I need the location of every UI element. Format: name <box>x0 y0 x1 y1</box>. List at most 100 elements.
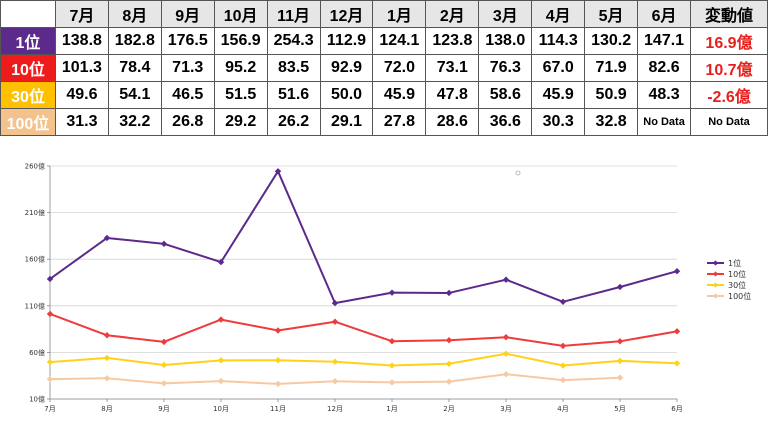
rank-label: 100位 <box>0 108 56 136</box>
value-cell: 45.9 <box>372 81 427 109</box>
value-cell: 101.3 <box>54 54 109 82</box>
y-tick-label: 210億 <box>25 208 45 217</box>
value-cell: 71.9 <box>584 54 639 82</box>
value-cell: 176.5 <box>160 27 215 55</box>
data-point <box>103 332 111 339</box>
y-tick-label: 10億 <box>29 395 45 404</box>
data-point <box>331 299 339 307</box>
x-tick-label: 4月 <box>557 405 568 413</box>
data-point <box>46 375 54 383</box>
month-header: 7月 <box>54 0 109 28</box>
data-point <box>673 360 681 367</box>
data-point <box>103 375 111 382</box>
value-cell: 54.1 <box>107 81 162 109</box>
legend-label: 100位 <box>728 291 751 301</box>
data-point <box>331 318 339 325</box>
y-tick-label: 260億 <box>25 162 45 171</box>
series-line <box>49 312 678 347</box>
x-tick-label: 2月 <box>443 405 454 413</box>
x-axis-labels: 7月 8月 9月 10月 11月 12月 1月 2月 3月 4月 5月 6月 <box>44 405 682 413</box>
value-cell: 147.1 <box>637 27 692 55</box>
chart-series <box>46 168 681 388</box>
value-cell: 76.3 <box>478 54 533 82</box>
x-tick-label: 3月 <box>500 405 511 413</box>
data-point <box>160 240 168 248</box>
value-cell: 46.5 <box>160 81 215 109</box>
ranking-table: 7月 8月 9月 10月 11月 12月 1月 2月 3月 4月 5月 6月 変動値 1位 138.8 18… <box>0 0 768 136</box>
change-header: 変動値 <box>690 0 768 28</box>
y-tick-label: 60億 <box>29 348 45 357</box>
data-point <box>673 328 681 335</box>
legend-label: 30位 <box>728 280 746 290</box>
rank-label: 1位 <box>0 27 56 55</box>
value-cell: 26.8 <box>160 108 215 136</box>
rank-label: 10位 <box>0 54 56 82</box>
y-tick-label: 110億 <box>25 301 45 310</box>
value-cell: 28.6 <box>425 108 480 136</box>
table-header-row: 7月 8月 9月 10月 11月 12月 1月 2月 3月 4月 5月 6月 変動値 <box>0 0 768 28</box>
legend-label: 1位 <box>728 258 741 268</box>
data-point <box>331 358 339 365</box>
value-cell: 27.8 <box>372 108 427 136</box>
data-point <box>274 380 282 388</box>
value-cell: 114.3 <box>531 27 586 55</box>
table-row: 1位 138.8 182.8 176.5 156.9 254.3 112.9 124.1 123… <box>0 27 768 55</box>
value-cell: 92.9 <box>319 54 374 82</box>
data-point <box>673 268 681 275</box>
value-cell: No Data <box>637 108 692 136</box>
data-point <box>502 350 510 357</box>
data-point <box>445 336 453 344</box>
table-row: 100位 31.3 32.2 26.8 29.2 26.2 29.1 27.8 28.6 36.6… <box>0 108 768 136</box>
data-point <box>616 357 624 365</box>
value-cell: 67.0 <box>531 54 586 82</box>
value-cell: 51.6 <box>266 81 321 109</box>
value-cell: 95.2 <box>213 54 268 82</box>
data-point <box>274 327 282 334</box>
data-point <box>217 377 225 385</box>
data-point <box>217 357 225 364</box>
month-header: 8月 <box>107 0 162 28</box>
change-cell: 16.9億 <box>690 27 768 55</box>
value-cell: 50.9 <box>584 81 639 109</box>
value-cell: 32.2 <box>107 108 162 136</box>
month-header: 12月 <box>319 0 374 28</box>
legend-marker <box>712 271 719 277</box>
data-point <box>331 377 339 385</box>
value-cell: 48.3 <box>637 81 692 109</box>
legend-marker <box>712 282 719 288</box>
value-cell: 182.8 <box>107 27 162 55</box>
stray-marker <box>515 170 521 176</box>
legend-marker <box>712 293 719 299</box>
rank-label: 30位 <box>0 81 56 109</box>
month-header: 5月 <box>584 0 639 28</box>
legend-marker <box>712 260 719 266</box>
data-point <box>559 376 567 384</box>
x-tick-label: 1月 <box>386 405 397 413</box>
data-point <box>502 276 510 283</box>
data-point <box>616 374 624 381</box>
x-tick-label: 8月 <box>101 405 112 413</box>
data-point <box>217 258 225 266</box>
value-cell: 36.6 <box>478 108 533 136</box>
month-header: 2月 <box>425 0 480 28</box>
data-point <box>559 298 567 305</box>
month-header: 3月 <box>478 0 533 28</box>
change-cell: No Data <box>690 108 768 136</box>
value-cell: 73.1 <box>425 54 480 82</box>
data-point <box>217 316 225 323</box>
data-point <box>388 379 396 386</box>
data-point <box>274 357 282 364</box>
x-tick-label: 6月 <box>671 405 682 413</box>
data-point <box>388 338 396 345</box>
month-header: 4月 <box>531 0 586 28</box>
data-point <box>103 234 111 242</box>
value-cell: 51.5 <box>213 81 268 109</box>
data-point <box>616 338 624 345</box>
value-cell: 123.8 <box>425 27 480 55</box>
table-row: 10位 101.3 78.4 71.3 95.2 83.5 92.9 72.0 73.1 76.3… <box>0 54 768 82</box>
data-point <box>616 283 624 291</box>
value-cell: 71.3 <box>160 54 215 82</box>
y-axis-labels: 10億 60億 110億 160億 210億 260億 <box>25 162 45 404</box>
value-cell: 156.9 <box>213 27 268 55</box>
